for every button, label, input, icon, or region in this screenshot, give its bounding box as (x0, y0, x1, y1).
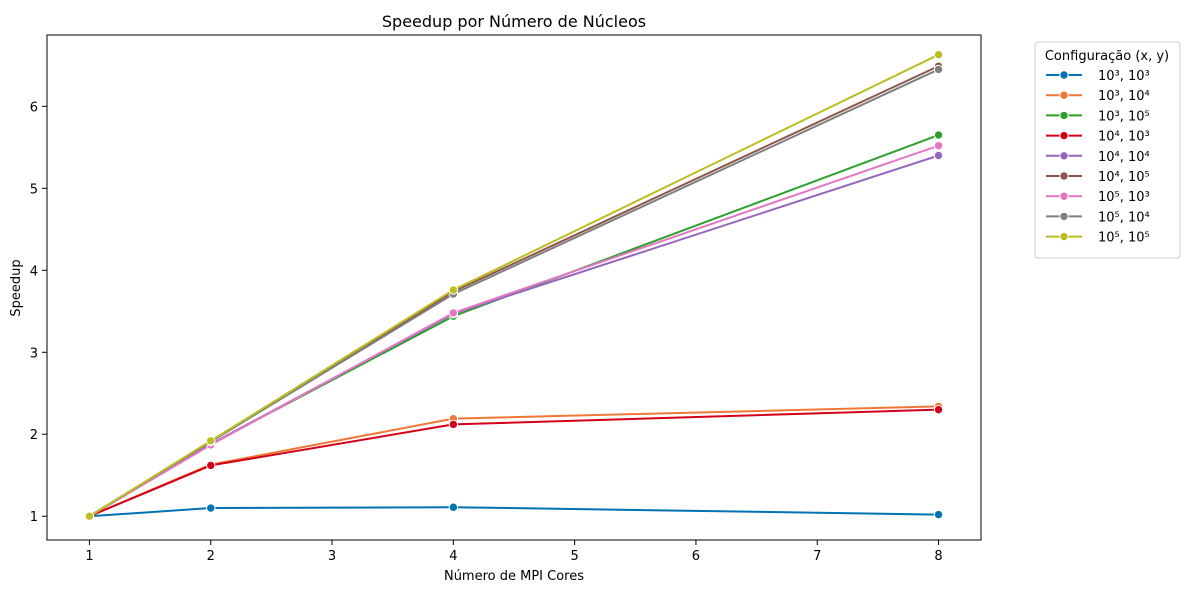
x-tick-label: 7 (813, 549, 821, 564)
legend-label: 10⁴, 10⁴ (1098, 150, 1150, 165)
y-tick-label: 3 (30, 346, 38, 361)
series-line (88, 134, 939, 518)
x-axis-label: Número de MPI Cores (444, 569, 584, 584)
legend-swatch-marker (1059, 171, 1069, 181)
legend-label: 10³, 10⁵ (1098, 109, 1150, 124)
series-line (89, 408, 939, 518)
series-line (88, 154, 939, 518)
legend-label: 10⁴, 10³ (1098, 130, 1150, 145)
legend-swatch-marker (1059, 130, 1069, 141)
x-tick-label: 8 (934, 549, 942, 564)
data-point (206, 460, 216, 471)
legend-label: 10⁵, 10⁵ (1098, 231, 1150, 246)
series-line (88, 53, 939, 518)
data-point (933, 49, 944, 60)
data-point (933, 150, 944, 161)
data-point (933, 64, 944, 75)
legend-label: 10⁵, 10⁴ (1098, 210, 1150, 225)
y-tick-label: 6 (30, 100, 38, 115)
x-tick-label: 2 (207, 549, 215, 564)
data-point (448, 285, 459, 295)
plot-area (46, 34, 982, 541)
data-point (933, 509, 944, 520)
series-layer (84, 49, 944, 521)
legend-item: 10³, 10⁵ (1046, 109, 1150, 124)
y-axis: 1 2 3 4 5 6 (30, 100, 47, 525)
x-tick-label: 4 (449, 549, 457, 564)
data-point (448, 419, 459, 430)
series-1 (84, 502, 944, 521)
series-line (88, 144, 939, 518)
legend-swatch-marker (1059, 211, 1069, 222)
series-2 (84, 401, 944, 521)
x-tick-label: 5 (571, 549, 579, 564)
data-point (448, 502, 459, 512)
legend-item: 10⁵, 10⁵ (1046, 231, 1150, 246)
legend-swatch-marker (1059, 191, 1069, 201)
legend-item: 10⁴, 10⁴ (1046, 150, 1150, 165)
x-tick-label: 6 (692, 549, 700, 564)
y-axis-label: Speedup (9, 259, 24, 316)
legend-swatch-marker (1059, 90, 1069, 100)
x-tick-label: 1 (85, 549, 93, 564)
legend-item: 10⁵, 10⁴ (1046, 210, 1150, 225)
legend-label: 10⁵, 10³ (1098, 190, 1150, 205)
data-point (933, 130, 944, 140)
y-tick-label: 2 (30, 428, 38, 443)
legend-label: 10³, 10³ (1098, 69, 1150, 84)
legend-item: 10⁵, 10³ (1046, 190, 1150, 205)
series-4 (84, 404, 944, 521)
legend-item: 10³, 10⁴ (1046, 89, 1150, 104)
series-line (89, 506, 939, 518)
data-point (84, 511, 95, 521)
legend-label: 10⁴, 10⁵ (1098, 170, 1150, 185)
x-tick-label: 3 (328, 549, 336, 564)
data-point (448, 308, 459, 318)
legend-swatch-marker (1059, 231, 1069, 242)
x-axis: 1 2 3 4 5 6 7 8 (85, 540, 943, 564)
data-point (206, 436, 216, 446)
chart-title: Speedup por Número de Núcleos (382, 12, 646, 31)
data-point (933, 140, 944, 151)
legend-swatch-marker (1059, 110, 1069, 121)
legend-item: 10³, 10³ (1046, 69, 1150, 84)
y-tick-label: 1 (30, 510, 38, 525)
plot-frame (46, 34, 982, 541)
legend-item: 10⁴, 10⁵ (1046, 170, 1150, 185)
y-tick-label: 4 (30, 264, 38, 279)
series-9 (84, 49, 944, 521)
legend-swatch-marker (1059, 151, 1069, 161)
y-tick-label: 5 (30, 182, 38, 197)
legend-items: 10³, 10³ 10³, 10⁴ 10³, 10⁵ 10⁴, 10³ 10⁴, 10⁴… (1046, 69, 1150, 246)
legend-item: 10⁴, 10³ (1046, 130, 1150, 145)
legend-swatch-marker (1059, 70, 1069, 80)
legend-title: Configuração (x, y) (1045, 49, 1169, 64)
legend-label: 10³, 10⁴ (1098, 89, 1150, 104)
data-point (933, 404, 944, 415)
data-point (206, 503, 216, 513)
